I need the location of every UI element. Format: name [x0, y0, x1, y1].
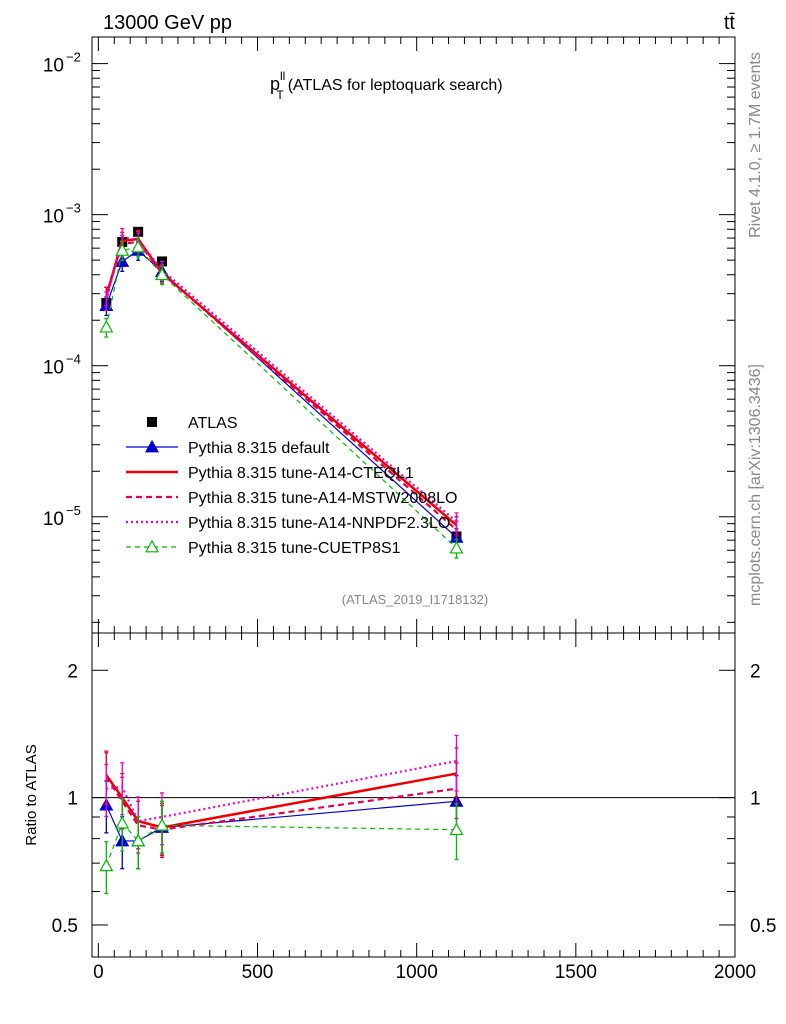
ratio-xtick-label: 500 — [242, 962, 274, 983]
legend-label-4: Pythia 8.315 tune-A14-NNPDF2.3LO — [188, 515, 450, 532]
plot-title-sub: T — [276, 88, 284, 102]
main-ytick-base: 10 — [43, 358, 64, 379]
main-ytick-exponent: −2 — [66, 50, 81, 65]
ratio-line-3 — [105, 776, 457, 831]
ratio-ytick-label: 1 — [67, 789, 78, 810]
ratio-xtick-label: 1500 — [555, 962, 597, 983]
ratio-marker-5 — [115, 815, 130, 829]
legend-label-1: Pythia 8.315 default — [188, 440, 330, 457]
ratio-marker-5 — [449, 822, 464, 836]
ratio-line-2 — [105, 772, 457, 829]
source-label: mcplots.cern.ch [arXiv:1306.3436] — [747, 364, 764, 606]
ratio-marker-5 — [131, 833, 146, 847]
legend-label-3: Pythia 8.315 tune-A14-MSTW2008LO — [188, 490, 457, 507]
series-line-2 — [105, 237, 458, 527]
main-ytick-base: 10 — [43, 509, 64, 530]
main-ytick-base: 10 — [43, 56, 64, 77]
ratio-line-4 — [106, 760, 457, 823]
main-series — [99, 226, 464, 559]
series-marker-5 — [115, 243, 130, 256]
plot-title-rest: (ATLAS for leptoquark search) — [288, 77, 503, 94]
main-ytick-label: 10 — [43, 207, 64, 228]
main-ytick-label: 10 — [43, 56, 64, 77]
main-ytick-label: 10 — [43, 509, 64, 530]
main-ytick-base: 10 — [43, 207, 64, 228]
legend-marker-atlas — [147, 417, 157, 427]
ratio-axes: 0 500 1000 1500 2000 2 2 1 1 0.5 0.5 — [52, 633, 776, 983]
ratio-ytick-label-right: 2 — [750, 661, 761, 682]
ratio-marker-5 — [155, 818, 170, 831]
legend-label-2: Pythia 8.315 tune-A14-CTEQL1 — [188, 465, 414, 482]
ratio-line-5 — [105, 822, 457, 867]
series-marker-5 — [449, 540, 464, 554]
ratio-plot-frame — [91, 632, 736, 958]
series-line-3 — [105, 240, 458, 531]
analysis-watermark: (ATLAS_2019_I1718132) — [342, 592, 488, 607]
series-marker-5 — [99, 319, 114, 333]
plot-title-main: p — [270, 74, 280, 94]
rivet-version-label: Rivet 4.1.0, ≥ 1.7M events — [747, 52, 764, 238]
ratio-ytick-label-right: 0.5 — [750, 916, 776, 937]
ratio-marker-5 — [99, 858, 114, 872]
ratio-ytick-label: 2 — [67, 661, 78, 682]
legend-marker-1 — [144, 439, 160, 453]
ratio-xtick-label: 0 — [93, 962, 104, 983]
plot-title: pll T (ATLAS for leptoquark search) — [270, 69, 503, 102]
ratio-ylabel: Ratio to ATLAS — [23, 744, 40, 845]
legend: ATLAS Pythia 8.315 default Pythia 8.315 tu… — [126, 415, 457, 557]
process-label: tt̄ — [724, 12, 736, 34]
plot-title-sup: ll — [280, 69, 285, 83]
ratio-xtick-label: 2000 — [714, 962, 756, 983]
legend-label-0: ATLAS — [188, 415, 238, 432]
ratio-line-1 — [105, 800, 457, 842]
main-axes: 10−210−310−410−5 — [43, 37, 736, 633]
series-marker-5 — [131, 239, 146, 253]
legend-marker-5 — [144, 539, 160, 553]
ratio-ytick-label: 0.5 — [52, 916, 78, 937]
main-ytick-exponent: −5 — [66, 503, 81, 518]
ratio-plot-border — [91, 632, 736, 958]
energy-label: 13000 GeV pp — [103, 12, 232, 34]
series-marker-5 — [155, 267, 170, 281]
ratio-xtick-label: 1000 — [396, 962, 438, 983]
ratio-ytick-label-right: 1 — [750, 789, 761, 810]
main-ytick-label: 10 — [43, 358, 64, 379]
main-ytick-exponent: −3 — [66, 201, 81, 216]
ratio-series — [99, 734, 464, 895]
main-ytick-exponent: −4 — [66, 352, 81, 367]
legend-label-5: Pythia 8.315 tune-CUETP8S1 — [188, 540, 401, 557]
